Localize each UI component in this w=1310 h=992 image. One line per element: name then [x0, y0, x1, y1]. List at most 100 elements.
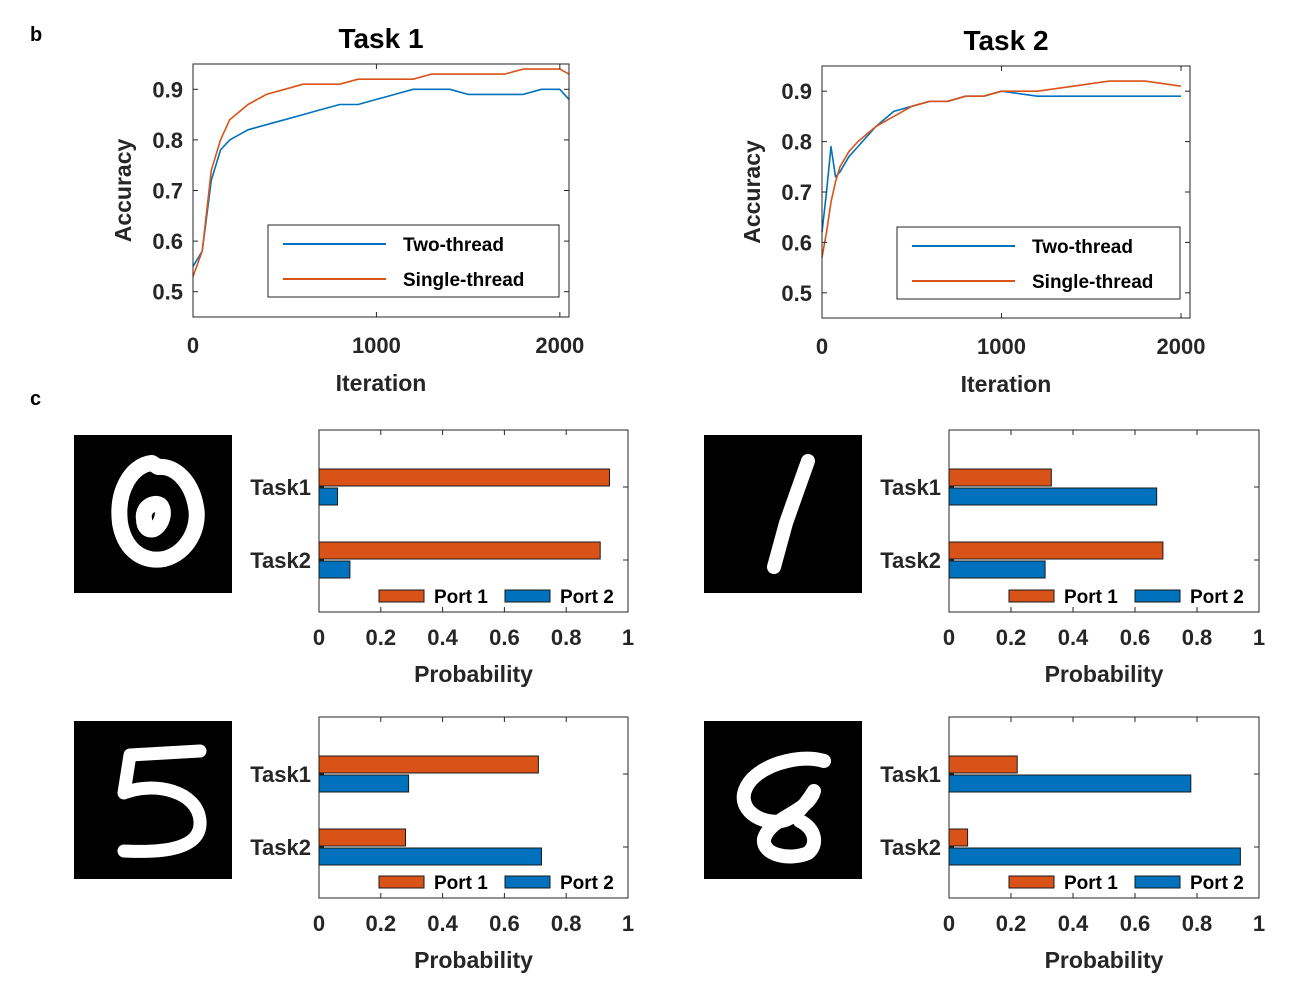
chart-4	[948, 429, 1260, 613]
chart1-series-single-thread	[192, 68, 570, 277]
digit-image-0	[74, 435, 232, 593]
chart4-bar-task1-port-1	[948, 468, 1052, 487]
chart-1	[192, 63, 570, 318]
chart1-ylabel: Accuracy	[110, 139, 136, 243]
chart3-category-label-1: Task2	[250, 548, 311, 573]
chart6-xtick-label-0: 0	[943, 911, 955, 936]
chart1-xlabel: Iteration	[336, 370, 427, 396]
chart-6	[948, 716, 1260, 899]
chart6-bar-task2-port-1	[948, 828, 969, 847]
chart4-xtick-label-1: 0.2	[996, 625, 1027, 650]
chart3-xtick-label-0: 0	[313, 625, 325, 650]
chart5-xlabel: Probability	[414, 947, 533, 973]
chart6-xtick-label-2: 0.4	[1058, 911, 1089, 936]
chart6-xlabel: Probability	[1045, 947, 1164, 973]
chart1-ytick-label-2: 0.7	[152, 179, 183, 204]
chart4-xtick-label-0: 0	[943, 625, 955, 650]
chart4-bar-task2-port-1	[948, 541, 1164, 560]
chart6-xtick-label-1: 0.2	[996, 911, 1027, 936]
chart4-xtick-label-3: 0.6	[1120, 625, 1151, 650]
chart1-legend-label-1: Single-thread	[403, 270, 524, 291]
chart3-axes-box	[318, 429, 629, 613]
chart2-xtick-label-0: 0	[816, 334, 828, 359]
chart3-legend-label-1: Port 2	[560, 587, 614, 608]
chart5-xtick-label-2: 0.4	[427, 911, 458, 936]
chart2-ytick-label-0: 0.5	[781, 281, 812, 306]
chart5-legend-label-1: Port 2	[560, 873, 614, 894]
panel-label-c: c	[30, 388, 42, 410]
chart4-xtick-label-2: 0.4	[1058, 625, 1089, 650]
chart5-xtick-label-4: 0.8	[551, 911, 582, 936]
chart5-xtick-label-1: 0.2	[366, 911, 397, 936]
chart1-xtick-label-1: 1000	[352, 333, 401, 358]
chart2-ytick-label-3: 0.8	[781, 130, 812, 155]
digit-image-1	[704, 435, 862, 593]
chart1-series-two-thread	[192, 88, 570, 267]
chart2-legend-label-1: Single-thread	[1032, 272, 1153, 293]
chart5-legend-swatch-0	[378, 875, 425, 889]
chart6-bar-task2-port-2	[948, 847, 1241, 866]
chart-2	[821, 65, 1191, 319]
chart5-bar-task2-port-2	[318, 847, 542, 866]
chart2-series-single-thread	[821, 80, 1182, 258]
chart5-xtick-label-0: 0	[313, 911, 325, 936]
chart2-xtick-label-2: 2000	[1157, 334, 1206, 359]
chart6-xtick-label-4: 0.8	[1182, 911, 1213, 936]
chart6-category-label-1: Task2	[880, 835, 941, 860]
chart-3	[318, 429, 629, 613]
chart6-category-label-0: Task1	[880, 762, 941, 787]
chart5-legend-swatch-1	[504, 875, 551, 889]
chart2-ytick-label-2: 0.7	[781, 180, 812, 205]
chart3-bar-task1-port-1	[318, 468, 610, 487]
chart1-xtick-label-2: 2000	[535, 333, 584, 358]
chart2-ylabel: Accuracy	[739, 140, 765, 244]
chart3-legend-label-0: Port 1	[434, 587, 488, 608]
chart3-xtick-label-2: 0.4	[427, 625, 458, 650]
chart1-ytick-label-0: 0.5	[152, 280, 183, 305]
chart4-axes-box	[948, 429, 1260, 613]
chart2-xtick-label-1: 1000	[977, 334, 1026, 359]
chart3-xlabel: Probability	[414, 661, 533, 687]
chart5-xtick-label-3: 0.6	[489, 911, 520, 936]
chart5-xtick-label-5: 1	[622, 911, 634, 936]
chart4-category-label-0: Task1	[880, 475, 941, 500]
chart2-title: Task 2	[963, 25, 1048, 56]
chart6-bar-task1-port-1	[948, 755, 1018, 774]
chart4-legend-swatch-1	[1134, 589, 1181, 603]
chart1-title: Task 1	[338, 23, 423, 54]
chart6-legend-swatch-1	[1134, 875, 1181, 889]
chart6-xtick-label-5: 1	[1253, 911, 1265, 936]
chart1-legend-label-0: Two-thread	[403, 235, 504, 256]
chart4-category-label-1: Task2	[880, 548, 941, 573]
chart4-xtick-label-4: 0.8	[1182, 625, 1213, 650]
chart1-ytick-label-3: 0.8	[152, 128, 183, 153]
chart4-xlabel: Probability	[1045, 661, 1164, 687]
panel-label-b: b	[30, 24, 43, 46]
chart1-legend-box	[267, 224, 560, 298]
chart4-bar-task1-port-2	[948, 487, 1158, 506]
chart4-legend-label-0: Port 1	[1064, 587, 1118, 608]
chart3-legend-swatch-0	[378, 589, 425, 603]
chart4-legend-label-1: Port 2	[1190, 587, 1244, 608]
chart2-legend-box	[896, 226, 1181, 300]
chart6-legend-label-0: Port 1	[1064, 873, 1118, 894]
chart-5	[318, 716, 629, 899]
chart2-ytick-label-4: 0.9	[781, 79, 812, 104]
chart4-bar-task2-port-2	[948, 560, 1046, 579]
chart2-ytick-label-1: 0.6	[781, 230, 812, 255]
chart2-xlabel: Iteration	[961, 371, 1052, 397]
chart3-xtick-label-3: 0.6	[489, 625, 520, 650]
chart5-legend-label-0: Port 1	[434, 873, 488, 894]
chart3-category-label-0: Task1	[250, 475, 311, 500]
chart1-ytick-label-4: 0.9	[152, 77, 183, 102]
digit-image-8	[704, 721, 862, 879]
chart6-axes-box	[948, 716, 1260, 899]
chart3-xtick-label-1: 0.2	[366, 625, 397, 650]
chart3-xtick-label-5: 1	[622, 625, 634, 650]
chart4-legend-swatch-0	[1008, 589, 1055, 603]
digit-image-5	[74, 721, 232, 879]
chart5-bar-task2-port-1	[318, 828, 407, 847]
chart1-xtick-label-0: 0	[187, 333, 199, 358]
chart6-legend-label-1: Port 2	[1190, 873, 1244, 894]
